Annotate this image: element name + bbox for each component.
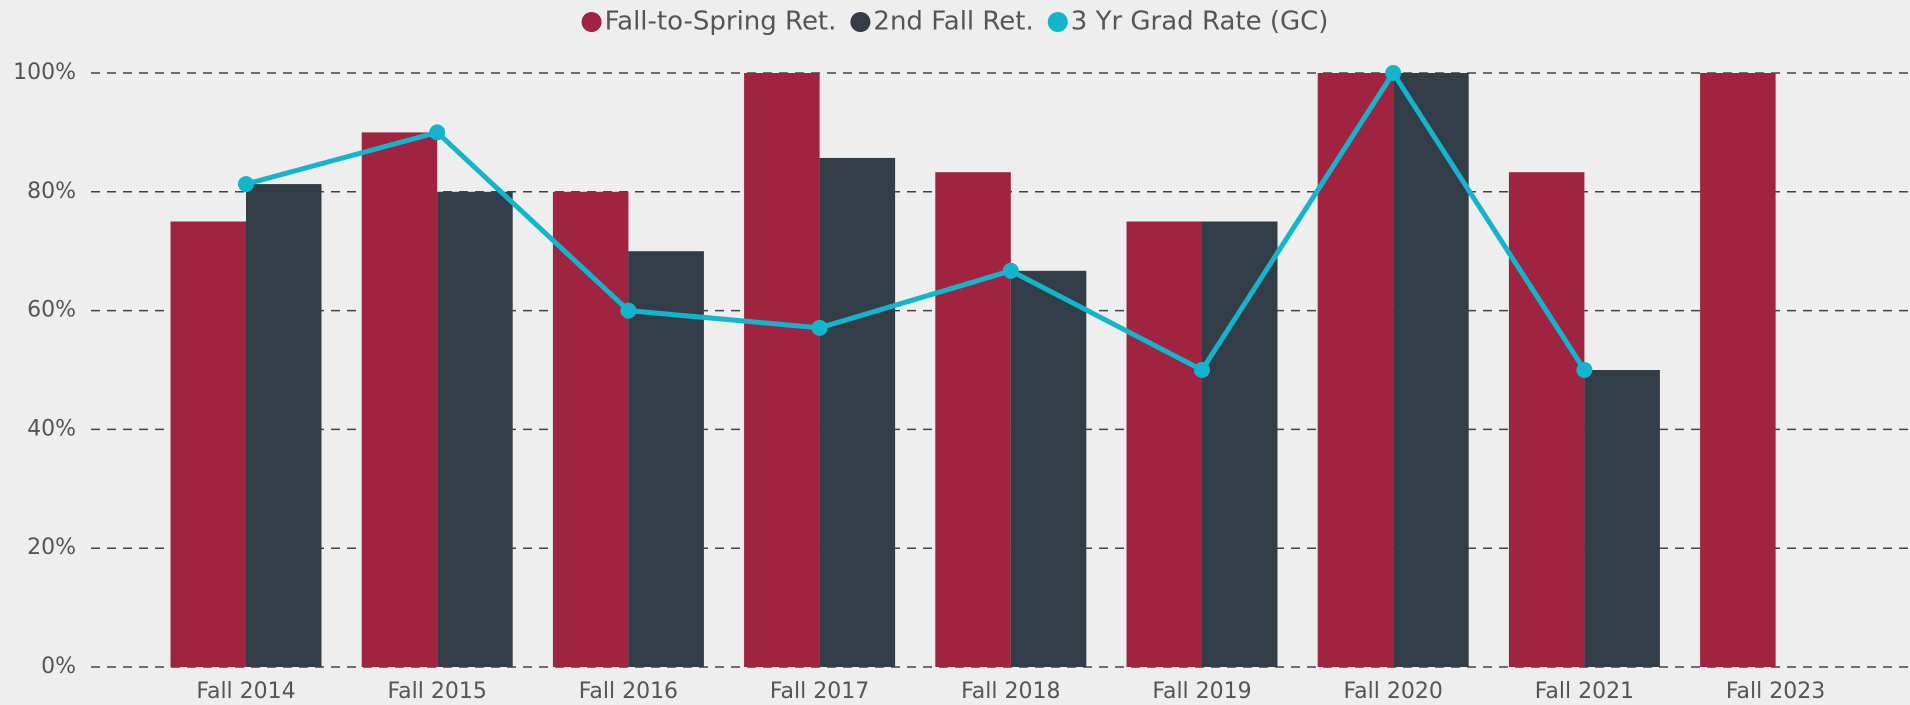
line-point (1194, 362, 1210, 378)
y-tick-label: 0% (41, 654, 76, 679)
bar (744, 73, 820, 667)
line-point (1002, 262, 1019, 279)
x-tick-label: Fall 2019 (1152, 679, 1251, 704)
bar (1584, 370, 1660, 667)
bar (246, 184, 322, 667)
x-tick-label: Fall 2021 (1535, 679, 1634, 704)
y-tick-label: 60% (27, 298, 76, 323)
line (245, 70, 1587, 373)
y-tick-label: 80% (27, 179, 76, 204)
bar (361, 132, 438, 667)
y-tick-label: 100% (13, 60, 76, 85)
bar (1393, 73, 1469, 667)
bar (819, 157, 896, 667)
legend-label: Fall-to-Spring Ret. (605, 7, 837, 37)
line-point (1576, 362, 1593, 378)
bar (1126, 221, 1202, 667)
line-point (429, 124, 446, 141)
bar (1202, 221, 1278, 667)
y-tick-label: 40% (27, 416, 76, 441)
legend-swatch (850, 12, 871, 32)
x-tick-label: Fall 2015 (388, 679, 487, 704)
legend-label: 2nd Fall Ret. (873, 7, 1033, 37)
legend: Fall-to-Spring Ret. 2nd Fall Ret. 3 Yr Gra… (581, 7, 1329, 37)
legend-label: 3 Yr Grad Rate (GC) (1071, 7, 1329, 37)
line-point (620, 302, 637, 319)
x-tick-label: Fall 2020 (1344, 679, 1443, 704)
x-tick-label: Fall 2018 (961, 679, 1060, 704)
line-point (1385, 65, 1402, 81)
line-point (811, 319, 828, 336)
bar (437, 191, 513, 668)
bar (1700, 73, 1776, 667)
bar (170, 221, 246, 667)
bar (628, 251, 704, 667)
bar (552, 191, 629, 668)
x-tick-label: Fall 2017 (770, 679, 869, 704)
x-tick-label: Fall 2016 (579, 679, 678, 704)
legend-swatch (581, 12, 602, 32)
line-point (238, 176, 254, 193)
bar (1010, 270, 1087, 667)
bar (935, 172, 1011, 667)
bar (1508, 172, 1585, 667)
legend-swatch (1047, 12, 1068, 32)
x-tick-label: Fall 2023 (1726, 679, 1825, 704)
y-tick-label: 20% (27, 535, 76, 560)
bar (1317, 73, 1394, 667)
x-tick-label: Fall 2014 (196, 679, 295, 704)
